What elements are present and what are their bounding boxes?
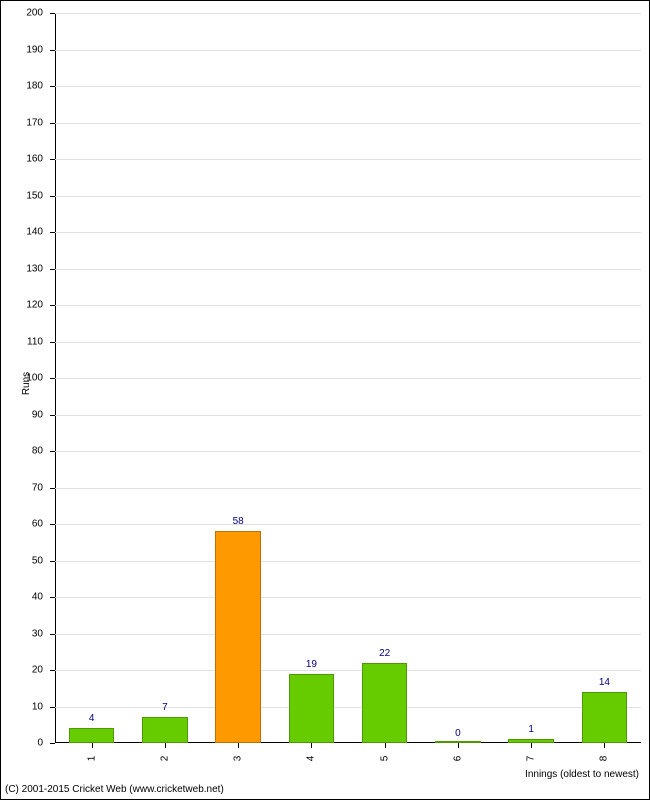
x-tick-label: 2 xyxy=(159,756,170,762)
x-tick-label: 1 xyxy=(86,756,97,762)
bar-value-label: 1 xyxy=(528,724,534,735)
x-tick-label: 4 xyxy=(306,756,317,762)
y-tick-label: 140 xyxy=(26,227,43,238)
gridline xyxy=(55,13,641,14)
x-tick-mark xyxy=(165,743,166,748)
gridline xyxy=(55,415,641,416)
y-tick-label: 20 xyxy=(32,665,43,676)
y-tick-label: 110 xyxy=(27,336,43,347)
bar-value-label: 0 xyxy=(455,728,461,739)
y-tick-label: 150 xyxy=(26,190,43,201)
x-tick-mark xyxy=(311,743,312,748)
gridline xyxy=(55,86,641,87)
y-tick-label: 80 xyxy=(32,446,43,457)
y-tick-mark xyxy=(50,232,55,233)
bar xyxy=(215,531,260,743)
y-tick-mark xyxy=(50,561,55,562)
y-tick-label: 130 xyxy=(26,263,43,274)
bar-value-label: 14 xyxy=(599,677,610,688)
gridline xyxy=(55,123,641,124)
gridline xyxy=(55,707,641,708)
x-tick-label: 3 xyxy=(233,756,244,762)
y-tick-label: 40 xyxy=(32,592,43,603)
x-tick-mark xyxy=(238,743,239,748)
bar xyxy=(142,717,187,743)
chart-container: 0102030405060708090100110120130140150160… xyxy=(0,0,650,800)
bar xyxy=(582,692,627,743)
gridline xyxy=(55,488,641,489)
y-tick-label: 50 xyxy=(32,555,43,566)
y-tick-mark xyxy=(50,597,55,598)
gridline xyxy=(55,232,641,233)
x-tick-mark xyxy=(92,743,93,748)
x-axis-title: Innings (oldest to newest) xyxy=(525,769,639,780)
gridline xyxy=(55,269,641,270)
y-tick-mark xyxy=(50,342,55,343)
y-tick-mark xyxy=(50,707,55,708)
gridline xyxy=(55,451,641,452)
y-tick-mark xyxy=(50,743,55,744)
x-tick-label: 8 xyxy=(599,756,610,762)
gridline xyxy=(55,378,641,379)
copyright-text: (C) 2001-2015 Cricket Web (www.cricketwe… xyxy=(5,784,224,795)
y-tick-mark xyxy=(50,269,55,270)
y-tick-label: 190 xyxy=(26,44,43,55)
gridline xyxy=(55,196,641,197)
x-tick-label: 5 xyxy=(379,756,390,762)
y-tick-mark xyxy=(50,196,55,197)
gridline xyxy=(55,305,641,306)
y-tick-mark xyxy=(50,123,55,124)
bar-value-label: 7 xyxy=(162,702,168,713)
x-tick-mark xyxy=(458,743,459,748)
bar-value-label: 58 xyxy=(233,516,244,527)
bar xyxy=(362,663,407,743)
y-tick-label: 160 xyxy=(26,154,43,165)
y-tick-mark xyxy=(50,305,55,306)
y-tick-mark xyxy=(50,451,55,452)
y-tick-mark xyxy=(50,415,55,416)
y-tick-mark xyxy=(50,13,55,14)
x-tick-label: 7 xyxy=(526,756,537,762)
y-tick-mark xyxy=(50,524,55,525)
y-tick-mark xyxy=(50,634,55,635)
y-tick-label: 120 xyxy=(26,300,43,311)
y-tick-label: 0 xyxy=(37,738,43,749)
y-tick-label: 180 xyxy=(26,81,43,92)
plot-area: 0102030405060708090100110120130140150160… xyxy=(55,13,641,743)
bar-value-label: 19 xyxy=(306,659,317,670)
gridline xyxy=(55,561,641,562)
y-tick-label: 90 xyxy=(32,409,43,420)
y-tick-label: 170 xyxy=(26,117,43,128)
bar-value-label: 4 xyxy=(89,713,95,724)
x-tick-mark xyxy=(531,743,532,748)
bar-value-label: 22 xyxy=(379,648,390,659)
bar xyxy=(69,728,114,743)
y-tick-mark xyxy=(50,488,55,489)
gridline xyxy=(55,159,641,160)
y-tick-mark xyxy=(50,86,55,87)
y-tick-label: 200 xyxy=(26,8,43,19)
y-tick-mark xyxy=(50,670,55,671)
y-tick-label: 30 xyxy=(32,628,43,639)
gridline xyxy=(55,342,641,343)
x-tick-label: 6 xyxy=(452,756,463,762)
gridline xyxy=(55,634,641,635)
y-tick-label: 70 xyxy=(32,482,43,493)
gridline xyxy=(55,50,641,51)
y-tick-mark xyxy=(50,378,55,379)
x-tick-mark xyxy=(604,743,605,748)
bar xyxy=(289,674,334,743)
y-tick-label: 10 xyxy=(32,701,43,712)
x-tick-mark xyxy=(385,743,386,748)
y-tick-mark xyxy=(50,50,55,51)
gridline xyxy=(55,597,641,598)
y-tick-mark xyxy=(50,159,55,160)
y-tick-label: 60 xyxy=(32,519,43,530)
y-axis-title: Runs xyxy=(21,372,32,395)
gridline xyxy=(55,670,641,671)
gridline xyxy=(55,524,641,525)
